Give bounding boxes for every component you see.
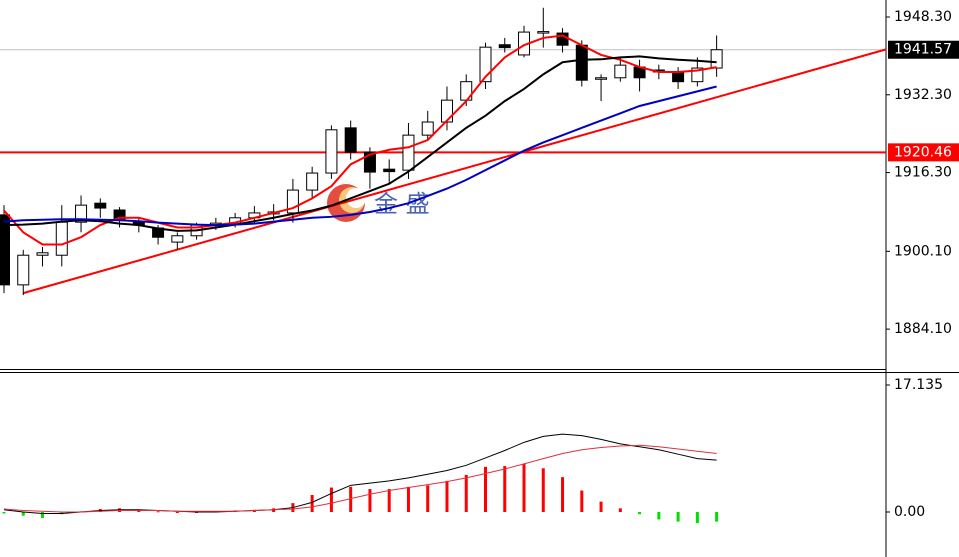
candle-body xyxy=(672,71,685,83)
histogram-bar xyxy=(522,463,526,513)
candle-body xyxy=(595,77,608,80)
y-tick-label: 1900.10 xyxy=(894,243,952,259)
histogram-bar xyxy=(349,486,353,513)
watermark-logo xyxy=(327,184,366,222)
candle-body xyxy=(537,31,550,34)
line xyxy=(3,444,717,513)
candle-body xyxy=(402,134,415,171)
histogram-bar xyxy=(676,512,680,522)
candle-body xyxy=(55,221,68,256)
histogram-bar xyxy=(638,512,642,515)
candle-body xyxy=(498,44,511,49)
histogram-bar xyxy=(156,511,160,513)
y-tick-label: 0.00 xyxy=(894,504,925,520)
histogram-bar xyxy=(541,468,545,513)
candle-body xyxy=(614,64,627,79)
candle-body xyxy=(94,202,107,209)
candle-body xyxy=(17,254,30,286)
line xyxy=(3,34,717,246)
histogram-bar xyxy=(618,508,622,513)
candle-body xyxy=(691,67,704,83)
level-label-box xyxy=(888,143,959,162)
candle-body xyxy=(363,151,376,173)
histogram-bar xyxy=(21,512,25,516)
trendline xyxy=(22,48,887,295)
histogram-bar xyxy=(464,474,468,513)
candle-body xyxy=(75,204,88,223)
line xyxy=(3,55,717,232)
candle-body xyxy=(344,127,357,153)
candle-body xyxy=(306,172,319,191)
histogram-bar xyxy=(715,512,719,522)
y-tick-label: 17.135 xyxy=(894,377,943,393)
last-price-box xyxy=(888,40,959,59)
histogram-bar xyxy=(695,512,699,524)
histogram-bar xyxy=(387,489,391,513)
histogram-bar xyxy=(599,501,603,513)
histogram-bar xyxy=(175,512,179,514)
histogram-bar xyxy=(368,489,372,513)
candle-body xyxy=(0,214,10,286)
line xyxy=(3,85,717,227)
histogram-bar xyxy=(41,512,45,518)
candle-body xyxy=(710,49,723,69)
histogram-bar xyxy=(2,512,6,514)
y-tick-label: 1916.30 xyxy=(894,165,952,181)
candle-body xyxy=(440,99,453,123)
histogram-bar xyxy=(561,477,565,513)
y-tick-label: 1884.10 xyxy=(894,321,952,337)
histogram-bar xyxy=(329,487,333,513)
histogram-bar xyxy=(445,480,449,513)
histogram-bar xyxy=(426,485,430,513)
level-label: 1920.46 xyxy=(894,144,952,160)
histogram-bar xyxy=(580,490,584,513)
candle-body xyxy=(421,121,434,136)
candle-body xyxy=(171,235,184,243)
histogram-bar xyxy=(657,512,661,520)
candle-body xyxy=(325,129,338,174)
histogram-bar xyxy=(484,466,487,513)
candle-body xyxy=(575,44,588,81)
histogram-bar xyxy=(503,466,507,513)
line xyxy=(3,433,717,514)
y-tick-label: 1948.30 xyxy=(894,9,952,25)
y-tick-label: 1932.30 xyxy=(894,87,952,103)
candle-body xyxy=(479,46,492,83)
histogram-bar xyxy=(310,494,314,513)
last-price-label: 1941.57 xyxy=(894,42,952,58)
candle-body xyxy=(36,252,49,256)
histogram-bar xyxy=(406,486,410,513)
candle-body xyxy=(383,168,396,173)
